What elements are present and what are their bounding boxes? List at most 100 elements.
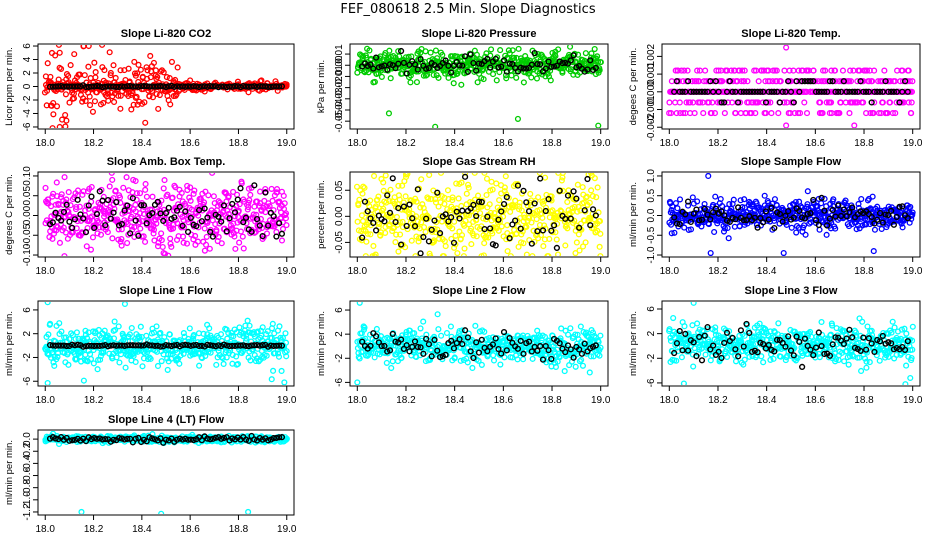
data-point [464,359,471,366]
data-point [520,240,527,247]
black-point [245,83,252,90]
black-point [835,88,842,95]
data-point [73,329,80,336]
data-point [715,67,722,74]
black-point [384,192,391,199]
black-point [63,201,70,208]
data-point [533,216,540,223]
data-point [97,356,104,363]
black-point [270,213,277,220]
data-point [449,197,456,204]
x-tick-label: 19.0 [903,266,923,277]
black-point [381,218,388,225]
data-point [418,176,425,183]
data-point [408,237,415,244]
data-point [250,211,257,218]
data-point [353,183,361,190]
black-point [473,67,480,74]
black-point [220,202,228,209]
black-point [240,342,247,349]
data-point [240,245,247,252]
data-point [202,188,209,195]
data-point [142,186,149,193]
data-point [887,99,894,106]
black-point [398,241,405,248]
data-point [771,217,778,224]
data-point [136,334,143,341]
data-point [246,197,253,204]
y-axis-label: ml/min per min. [316,311,327,376]
data-point [49,125,56,128]
black-point [395,205,402,212]
black-point [467,51,474,58]
black-point [810,78,817,85]
black-point [198,218,205,225]
outlier-point [278,188,285,195]
data-point [388,218,395,225]
data-point [762,110,769,117]
data-point [215,233,222,241]
black-point [562,215,569,222]
data-point [579,243,587,250]
points [354,302,604,385]
outlier-point [480,252,487,256]
data-point [667,110,675,117]
points [666,173,916,256]
black-point [276,342,283,349]
data-point [485,234,492,241]
data-point [60,224,67,231]
data-point [169,194,176,201]
data-point [788,224,795,231]
data-point [205,192,212,199]
black-point [127,83,134,90]
black-point [273,342,280,349]
black-point [584,66,591,73]
chart-title: Slope Li-820 Temp. [741,28,840,40]
data-point [597,59,604,66]
data-point [130,101,137,108]
data-point [458,81,465,88]
black-point [196,83,203,91]
black-point [771,224,778,232]
black-point [52,83,59,90]
data-point [596,218,604,225]
data-point [244,317,251,324]
data-point [559,187,567,194]
black-point [721,212,728,219]
data-point [737,197,744,204]
black-point [450,62,458,69]
black-point [888,88,895,95]
black-point [168,342,175,350]
data-point [710,201,717,208]
data-point [196,362,203,369]
points [42,173,290,256]
black-point [411,61,419,68]
data-point [501,184,508,191]
black-point [904,88,911,95]
data-point [364,230,371,237]
black-point [799,78,806,85]
black-point [207,342,214,349]
y-tick-label: 0.00 [334,206,345,226]
black-point [815,221,822,229]
data-point [777,78,784,85]
data-point [112,326,119,334]
data-point [372,203,379,210]
x-tick-label: 18.4 [445,395,465,406]
black-point [157,83,164,90]
data-point [597,253,604,256]
x-tick-label: 19.0 [591,138,611,149]
data-point [131,58,138,65]
data-point [104,90,112,97]
black-point [787,88,795,95]
data-point [502,173,509,180]
black-point [193,83,200,90]
data-point [529,355,536,362]
black-point [386,61,394,68]
data-point [45,331,52,338]
black-point [220,341,228,348]
data-point [88,213,96,220]
black-point [99,342,106,349]
data-point [247,357,254,364]
